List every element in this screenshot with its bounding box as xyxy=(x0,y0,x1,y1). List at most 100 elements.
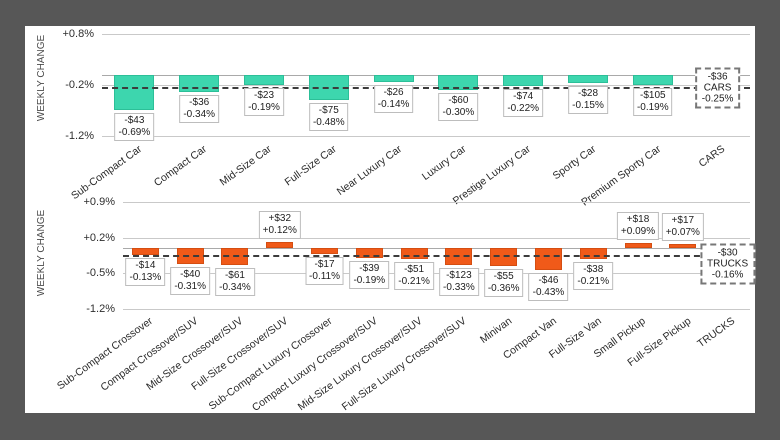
y-tick-label: -0.2% xyxy=(65,79,94,92)
bar-sub-compact-crossover xyxy=(131,248,159,255)
bar-pct-value: -0.13% xyxy=(129,271,162,283)
bar-minivan xyxy=(490,248,518,267)
summary-dollar: -$36 xyxy=(707,71,728,83)
trucks-summary-box: -$30 TRUCKS -0.16% xyxy=(700,243,756,285)
bar-value-label: -$51 -0.21% xyxy=(394,261,434,290)
bar-dollar-value: -$61 xyxy=(224,270,245,282)
bar-value-label: +$18 +0.09% xyxy=(616,212,660,241)
bar-dollar-value: -$123 xyxy=(446,269,472,281)
bar-dollar-value: +$32 xyxy=(268,212,292,224)
bar-compact-car xyxy=(179,75,220,93)
gridline xyxy=(123,273,750,275)
bar-pct-value: -0.19% xyxy=(636,101,669,113)
bar-value-label: -$17 -0.11% xyxy=(305,256,345,285)
gridline xyxy=(123,237,750,239)
y-axis-title: WEEKLY CHANGE xyxy=(36,34,47,122)
bar-dollar-value: -$51 xyxy=(404,263,425,275)
bar-pct-value: -0.36% xyxy=(487,283,520,295)
bar-pct-value: -0.43% xyxy=(532,286,565,298)
y-tick-label: +0.8% xyxy=(62,28,95,41)
summary-dollar: -$30 xyxy=(717,247,738,259)
bar-prestige-luxury-car xyxy=(503,75,544,87)
bar-dollar-value: -$36 xyxy=(189,97,210,109)
bar-pct-value: -0.22% xyxy=(507,103,540,115)
gridline xyxy=(102,85,750,87)
bar-premium-sporty-car xyxy=(632,75,673,85)
bar-luxury-car xyxy=(438,75,479,91)
bar-dollar-value: -$46 xyxy=(538,274,559,286)
gridline xyxy=(102,136,750,138)
bar-pct-value: +0.07% xyxy=(665,227,700,239)
bar-sub-compact-luxury-crossover xyxy=(311,248,339,254)
bar-pct-value: +0.12% xyxy=(262,224,297,236)
bar-small-pickup xyxy=(624,243,652,248)
y-tick-label: -1.2% xyxy=(65,130,94,143)
bar-value-label: -$26 -0.14% xyxy=(373,85,414,114)
bar-dollar-value: -$28 xyxy=(577,87,598,99)
zero-baseline xyxy=(102,75,750,76)
bar-value-label: -$40 -0.31% xyxy=(170,266,211,295)
bar-dollar-value: -$23 xyxy=(253,89,274,101)
bar-value-label: -$14 -0.13% xyxy=(125,257,166,286)
bar-full-size-pickup xyxy=(669,244,697,248)
bar-pct-value: +0.09% xyxy=(620,226,656,238)
bar-pct-value: -0.11% xyxy=(309,270,341,282)
bar-pct-value: -0.31% xyxy=(174,280,207,292)
bar-dollar-value: -$39 xyxy=(359,262,380,274)
summary-group: TRUCKS xyxy=(707,258,749,270)
bar-pct-value: -0.30% xyxy=(442,107,475,119)
summary-pct: -0.16% xyxy=(711,269,744,281)
bar-value-label: +$32 +0.12% xyxy=(258,210,301,239)
bar-compact-luxury-crossover-suv xyxy=(355,248,383,258)
bar-pct-value: -0.19% xyxy=(353,274,386,286)
bar-value-label: -$39 -0.19% xyxy=(349,260,390,289)
bar-value-label: -$28 -0.15% xyxy=(568,85,608,114)
bar-pct-value: -0.15% xyxy=(572,99,604,111)
bar-dollar-value: -$17 xyxy=(314,258,335,270)
bar-pct-value: -0.34% xyxy=(219,282,251,294)
bar-pct-value: -0.21% xyxy=(398,275,430,287)
bar-dollar-value: -$75 xyxy=(318,104,339,116)
bar-mid-size-car xyxy=(244,75,284,85)
gridline xyxy=(102,34,750,36)
bar-value-label: -$23 -0.19% xyxy=(244,87,284,116)
bar-dollar-value: -$60 xyxy=(448,95,469,107)
y-tick-label: +0.2% xyxy=(83,231,116,244)
bar-pct-value: -0.48% xyxy=(312,116,345,128)
bar-value-label: +$17 +0.07% xyxy=(661,213,704,242)
bar-value-label: -$75 -0.48% xyxy=(308,102,349,131)
bar-dollar-value: -$55 xyxy=(493,271,514,283)
bar-value-label: -$36 -0.34% xyxy=(179,95,220,124)
bar-near-luxury-car xyxy=(373,75,414,83)
bar-pct-value: -0.69% xyxy=(118,127,151,139)
bar-value-label: -$123 -0.33% xyxy=(439,267,479,296)
bar-pct-value: -0.14% xyxy=(377,99,410,111)
bar-value-label: -$105 -0.19% xyxy=(632,87,673,116)
bar-full-size-crossover-suv xyxy=(266,241,294,248)
bar-dollar-value: -$105 xyxy=(640,89,666,101)
average-dashed-line xyxy=(102,86,750,89)
bar-dollar-value: -$26 xyxy=(383,87,404,99)
bar-full-size-van xyxy=(579,248,607,259)
y-tick-label: -1.2% xyxy=(86,302,115,315)
bar-dollar-value: +$17 xyxy=(671,215,695,227)
summary-group: CARS xyxy=(703,82,732,94)
y-axis-title: WEEKLY CHANGE xyxy=(36,209,47,297)
zero-baseline xyxy=(123,248,750,249)
bar-value-label: -$61 -0.34% xyxy=(215,268,255,297)
bar-pct-value: -0.19% xyxy=(248,101,280,113)
bar-value-label: -$46 -0.43% xyxy=(528,272,569,301)
gridline xyxy=(123,202,750,204)
bar-pct-value: -0.34% xyxy=(183,109,216,121)
bar-dollar-value: -$43 xyxy=(124,115,145,127)
summary-pct: -0.25% xyxy=(701,93,734,105)
bar-value-label: -$55 -0.36% xyxy=(483,269,524,298)
cars-summary-box: -$36 CARS -0.25% xyxy=(694,67,741,109)
bar-dollar-value: -$38 xyxy=(583,263,604,275)
y-tick-label: -0.5% xyxy=(86,267,115,280)
bar-compact-van xyxy=(534,248,562,270)
bar-dollar-value: -$14 xyxy=(135,259,156,271)
bar-dollar-value: -$74 xyxy=(513,91,534,103)
gridline xyxy=(123,308,750,310)
